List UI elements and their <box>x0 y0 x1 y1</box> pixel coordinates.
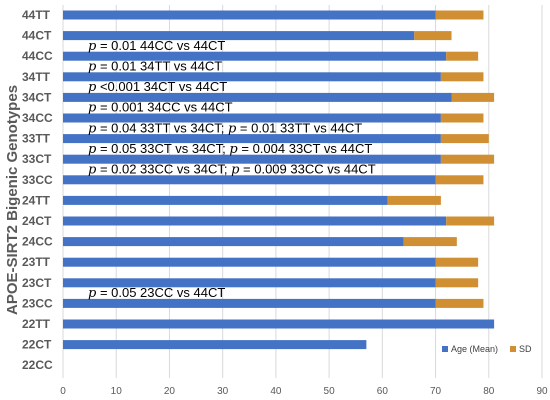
bar-24CC-sd <box>403 237 457 247</box>
x-tick-20: 20 <box>164 386 176 397</box>
bar-34TT-mean <box>63 72 441 82</box>
bars <box>63 10 495 350</box>
p-value-annotations: p = 0.01 44CC vs 44CT p = 0.01 34TT vs 44… <box>88 38 376 301</box>
category-label-23TT: 23TT <box>22 255 51 269</box>
bar-22TT-mean <box>63 319 495 329</box>
bar-22CT-mean <box>63 340 367 350</box>
category-label-22TT: 22TT <box>22 317 51 331</box>
bar-24TT-sd <box>387 195 441 205</box>
bar-24CT-sd <box>446 216 495 226</box>
category-label-22CC: 22CC <box>22 358 53 372</box>
bar-34CC-sd <box>440 113 484 123</box>
bar-23CC-sd <box>435 298 484 308</box>
category-label-34TT: 34TT <box>22 70 51 84</box>
annotation-7: p = 0.02 33CC vs 34CT; p = 0.009 33CC vs… <box>88 162 376 178</box>
annotation-3: p <0.001 34CT vs 44CT <box>88 79 227 95</box>
legend-swatch-sd <box>510 346 516 352</box>
annotation-5: p = 0.04 33TT vs 34CT; p = 0.01 33TT vs … <box>88 120 362 136</box>
category-label-23CT: 23CT <box>22 276 52 290</box>
bar-44CC-sd <box>446 51 479 61</box>
bar-44CC-mean <box>63 51 447 61</box>
bar-33CC-sd <box>435 175 484 185</box>
category-label-44CC: 44CC <box>22 49 53 63</box>
category-label-44TT: 44TT <box>22 8 51 22</box>
bar-44CT-mean <box>63 31 415 41</box>
category-label-34CC: 34CC <box>22 111 53 125</box>
bar-24CC-mean <box>63 237 404 247</box>
bar-23CC-mean <box>63 298 436 308</box>
y-axis-label: APOE-SIRT2 Bigenic Genotypes <box>4 85 21 315</box>
bar-33CT-sd <box>440 154 495 164</box>
x-tick-70: 70 <box>430 386 442 397</box>
category-label-24TT: 24TT <box>22 193 51 207</box>
bar-34CT-sd <box>451 92 495 102</box>
bar-34TT-sd <box>440 72 484 82</box>
annotation-6: p = 0.05 33CT vs 34CT; p = 0.004 33CT vs… <box>88 141 372 157</box>
category-label-33TT: 33TT <box>22 132 51 146</box>
bar-23CT-mean <box>63 278 436 288</box>
annotation-1: p = 0.01 44CC vs 44CT <box>88 38 225 54</box>
category-label-24CT: 24CT <box>22 214 52 228</box>
bar-44CT-sd <box>414 31 452 41</box>
category-label-23CC: 23CC <box>22 296 53 310</box>
x-tick-50: 50 <box>324 386 336 397</box>
legend-label-mean: Age (Mean) <box>451 344 498 354</box>
bar-34CT-mean <box>63 92 452 102</box>
legend: Age (Mean) SD <box>442 344 532 354</box>
x-tick-0: 0 <box>60 386 66 397</box>
category-label-34CT: 34CT <box>22 90 52 104</box>
bar-44TT-mean <box>63 10 436 20</box>
x-tick-60: 60 <box>377 386 389 397</box>
annotation-4: p = 0.001 34CC vs 44CT <box>88 100 233 116</box>
x-tick-80: 80 <box>483 386 495 397</box>
category-label-33CT: 33CT <box>22 152 52 166</box>
annotation-2: p = 0.01 34TT vs 44CT <box>88 59 222 75</box>
bar-33CT-mean <box>63 154 441 164</box>
bar-23TT-sd <box>435 257 479 267</box>
bar-44TT-sd <box>435 10 484 20</box>
annotation-8: p = 0.05 23CC vs 44CT <box>88 285 225 301</box>
gridlines <box>62 5 543 378</box>
legend-label-sd: SD <box>519 344 532 354</box>
bar-33CC-mean <box>63 175 436 185</box>
bar-24TT-mean <box>63 195 388 205</box>
category-label-22CT: 22CT <box>22 338 52 352</box>
category-label-44CT: 44CT <box>22 29 52 43</box>
x-tick-labels: 0 10 20 30 40 50 60 70 80 90 <box>60 386 548 397</box>
category-label-24CC: 24CC <box>22 235 53 249</box>
x-tick-30: 30 <box>217 386 229 397</box>
bar-33TT-mean <box>63 134 441 144</box>
bar-23CT-sd <box>435 278 479 288</box>
bar-23TT-mean <box>63 257 436 267</box>
bar-33TT-sd <box>440 134 489 144</box>
x-tick-10: 10 <box>111 386 123 397</box>
x-tick-40: 40 <box>270 386 282 397</box>
legend-swatch-mean <box>442 346 448 352</box>
category-label-33CC: 33CC <box>22 173 53 187</box>
bar-24CT-mean <box>63 216 447 226</box>
bar-34CC-mean <box>63 113 441 123</box>
category-labels: 44TT 44CT 44CC 34TT 34CT 34CC 33TT 33CT 33CC 24TT… <box>22 8 53 372</box>
x-tick-90: 90 <box>536 386 548 397</box>
